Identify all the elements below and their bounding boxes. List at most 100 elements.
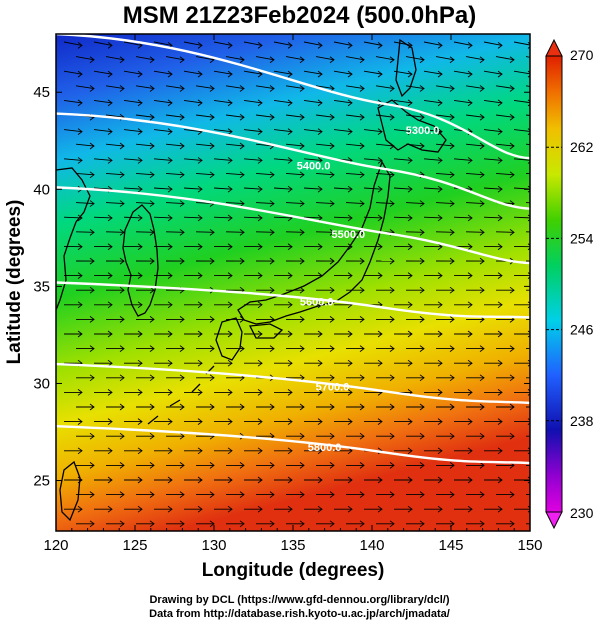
wind-arrow [333, 129, 353, 133]
wind-arrow-head [437, 389, 443, 396]
wind-arrow-head [329, 403, 335, 411]
wind-arrow-head [257, 476, 263, 484]
wind-arrow-head [359, 85, 365, 92]
x-tick-label: 135 [280, 537, 305, 554]
wind-arrow-head [437, 214, 443, 222]
wind-arrow-head [509, 85, 515, 92]
wind-arrow-head [449, 345, 455, 352]
wind-arrow-head [317, 99, 323, 107]
wind-arrow-head [239, 228, 245, 236]
wind-arrow-head [269, 491, 275, 498]
wind-arrow-head [449, 403, 455, 411]
wind-arrow-head [347, 128, 353, 136]
wind-arrow [453, 41, 473, 46]
wind-arrow [435, 202, 455, 205]
contour-label: 5300.0 [406, 125, 440, 137]
wind-arrow-head [419, 286, 425, 294]
wind-arrow-head [167, 272, 173, 279]
wind-arrow [345, 231, 365, 233]
wind-arrow [273, 41, 293, 46]
wind-arrow [273, 216, 293, 219]
wind-arrow [483, 187, 503, 190]
wind-arrow-head [479, 286, 485, 294]
wind-arrow [183, 99, 203, 104]
wind-arrow [375, 114, 395, 118]
wind-arrow-head [467, 505, 473, 513]
wind-arrow-head [209, 316, 215, 323]
wind-arrow-head [467, 476, 473, 484]
wind-arrow [483, 70, 503, 75]
wind-arrow-head [167, 359, 173, 367]
wind-arrow-head [377, 418, 383, 425]
wind-arrow-head [419, 142, 425, 150]
wind-arrow-head [407, 99, 413, 107]
wind-arrow-head [299, 403, 305, 411]
wind-arrow-head [359, 56, 365, 64]
wind-arrow [255, 114, 275, 118]
wind-arrow-head [437, 418, 443, 425]
wind-arrow-head [137, 243, 143, 251]
wind-arrow-head [377, 70, 383, 78]
wind-arrow-head [317, 330, 323, 338]
wind-arrow-head [149, 520, 155, 528]
wind-arrow-head [497, 128, 503, 136]
wind-arrow [75, 202, 95, 205]
wind-arrow-head [167, 128, 173, 136]
wind-arrow [495, 143, 515, 147]
height-contour [56, 186, 530, 265]
wind-arrow [225, 56, 245, 61]
wind-arrow [375, 85, 395, 89]
wind-arrow [135, 143, 155, 147]
wind-arrow [315, 114, 335, 118]
wind-arrow-head [359, 316, 365, 323]
colorbar-tick-label: 270 [570, 47, 594, 63]
wind-arrow [243, 41, 263, 46]
wind-arrow-head [449, 491, 455, 498]
wind-arrow [375, 143, 395, 147]
wind-arrow [195, 114, 215, 118]
wind-arrow [513, 70, 530, 75]
wind-arrow [285, 56, 305, 61]
wind-arrow [363, 216, 383, 219]
wind-arrow [525, 202, 530, 204]
wind-arrow-head [377, 272, 383, 279]
wind-arrow-head [77, 42, 83, 49]
wind-arrow [465, 172, 485, 176]
colorbar-tick-label: 238 [570, 413, 594, 429]
wind-arrow-head [347, 359, 353, 367]
wind-arrow-head [377, 157, 383, 164]
wind-arrow [345, 85, 365, 89]
wind-arrow-head [269, 257, 275, 265]
wind-arrow-head [77, 214, 83, 222]
wind-arrow [243, 216, 263, 219]
wind-arrow-head [137, 447, 143, 455]
wind-arrow-head [449, 85, 455, 92]
wind-arrow-head [377, 359, 383, 367]
wind-arrow-head [119, 520, 125, 528]
wind-arrow [423, 99, 443, 104]
wind-arrow-head [179, 374, 185, 382]
wind-arrow-head [299, 257, 305, 265]
wind-arrow-head [77, 418, 83, 425]
wind-arrow-head [377, 185, 383, 193]
x-axis: 120 125 130 135 140 145 150 [43, 34, 543, 554]
wind-arrow-head [257, 330, 263, 338]
wind-arrow-head [197, 447, 203, 455]
wind-arrow [435, 231, 455, 233]
wind-arrow [123, 129, 143, 133]
wind-arrow-head [179, 228, 185, 236]
wind-arrow-head [257, 272, 263, 279]
wind-arrow [213, 41, 233, 46]
wind-arrow-head [419, 432, 425, 440]
wind-arrow-head [389, 374, 395, 382]
wind-arrow-head [269, 113, 275, 121]
wind-arrow-head [137, 70, 143, 78]
wind-arrow [285, 172, 305, 176]
wind-arrow-head [329, 142, 335, 150]
wind-arrow [123, 216, 143, 219]
wind-arrow-head [497, 301, 503, 309]
wind-arrow-head [239, 345, 245, 352]
wind-arrow-head [407, 243, 413, 251]
y-tick-label: 25 [33, 473, 50, 490]
wind-arrow [375, 56, 395, 61]
